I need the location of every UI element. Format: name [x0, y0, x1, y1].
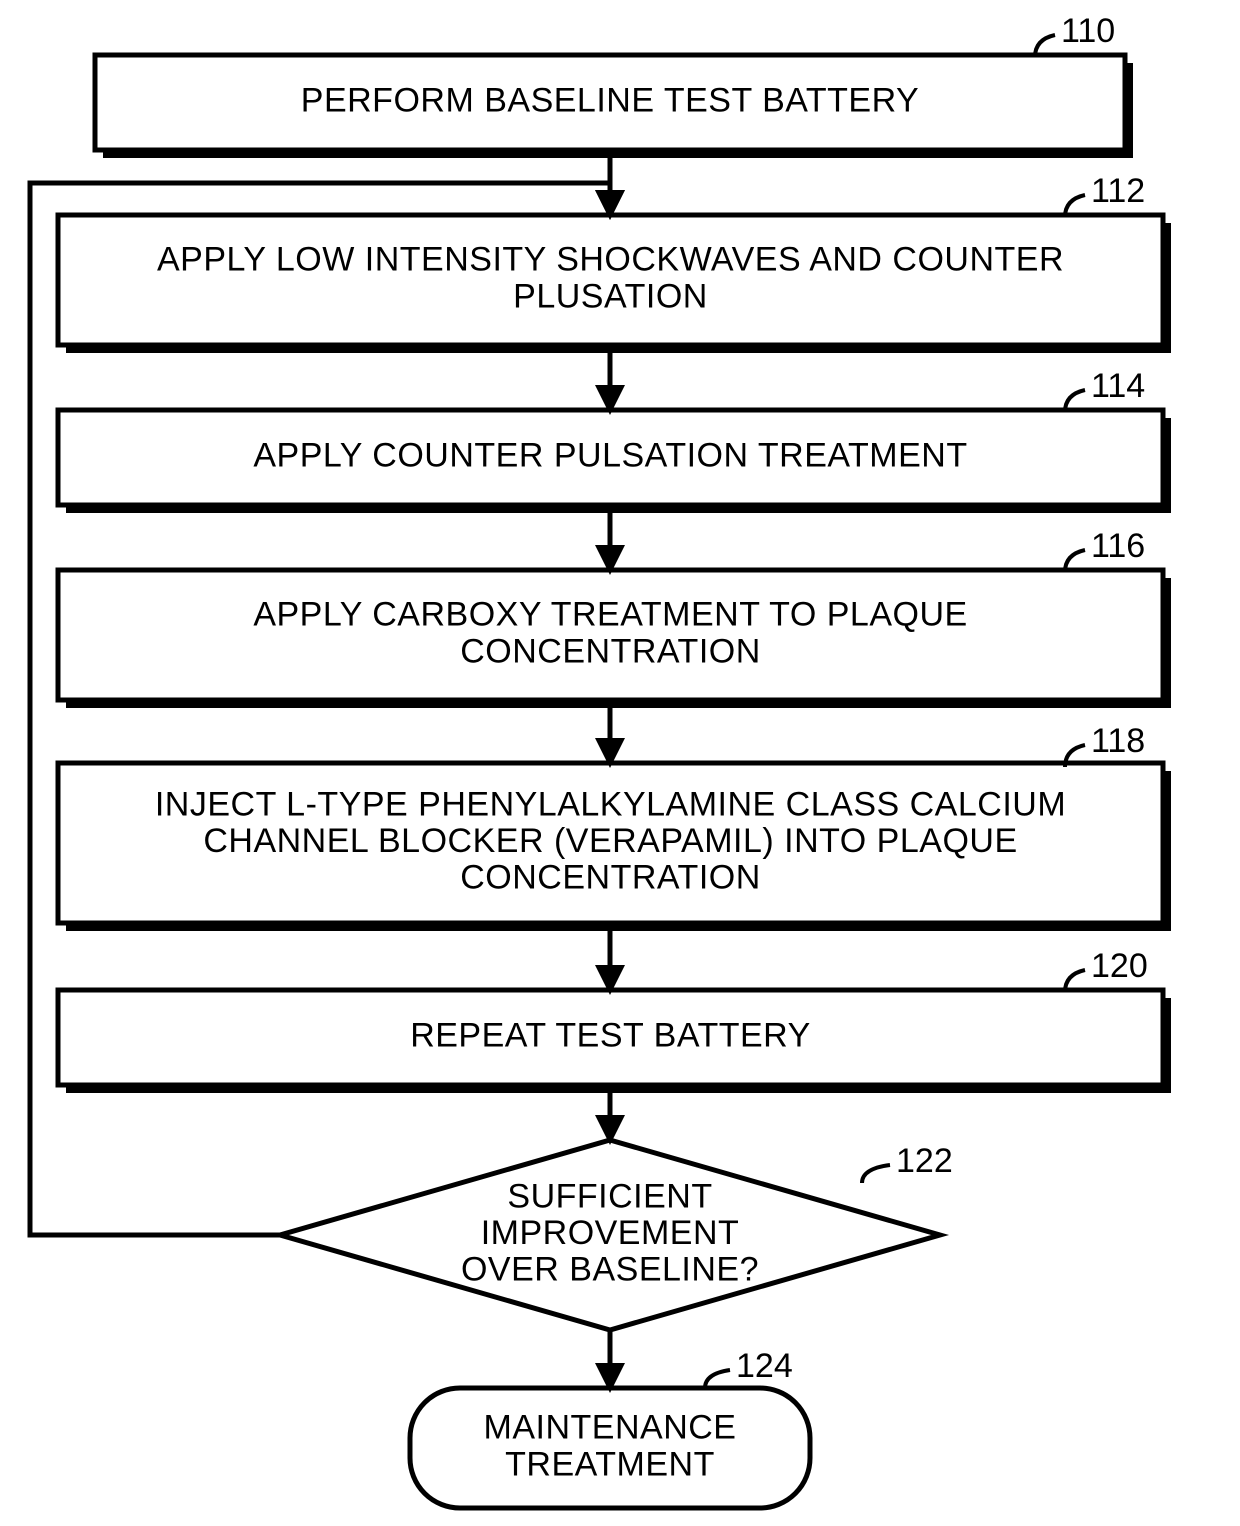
ref-label: 124: [736, 1347, 793, 1385]
process-box: APPLY CARBOXY TREATMENT TO PLAQUECONCENT…: [58, 570, 1171, 708]
node-text: PERFORM BASELINE TEST BATTERY: [301, 81, 919, 119]
ref-label: 110: [1061, 12, 1115, 50]
node-text: CONCENTRATION: [460, 859, 761, 897]
ref-label: 112: [1091, 172, 1145, 210]
process-box: PERFORM BASELINE TEST BATTERY: [95, 55, 1133, 158]
node-text: MAINTENANCE: [484, 1409, 737, 1447]
node-text: APPLY CARBOXY TREATMENT TO PLAQUE: [253, 596, 967, 634]
node-text: APPLY COUNTER PULSATION TREATMENT: [253, 436, 967, 474]
node-text: INJECT L-TYPE PHENYLALKYLAMINE CLASS CAL…: [155, 785, 1066, 823]
ref-label: 116: [1091, 527, 1145, 565]
ref-label: 120: [1091, 947, 1148, 985]
ref-leader: [705, 1370, 730, 1388]
ref-label: 114: [1091, 367, 1145, 405]
ref-leader: [862, 1165, 890, 1183]
ref-label: 118: [1091, 722, 1145, 760]
process-box: APPLY COUNTER PULSATION TREATMENT: [58, 410, 1171, 513]
terminator-box: MAINTENANCETREATMENT: [410, 1388, 810, 1508]
decision-diamond: SUFFICIENTIMPROVEMENTOVER BASELINE?: [280, 1140, 940, 1330]
ref-label: 122: [896, 1142, 953, 1180]
node-text: REPEAT TEST BATTERY: [410, 1016, 811, 1054]
node-text: OVER BASELINE?: [461, 1251, 759, 1289]
process-box: REPEAT TEST BATTERY: [58, 990, 1171, 1093]
process-box: INJECT L-TYPE PHENYLALKYLAMINE CLASS CAL…: [58, 763, 1171, 931]
node-text: CHANNEL BLOCKER (VERAPAMIL) INTO PLAQUE: [203, 822, 1017, 860]
node-text: IMPROVEMENT: [481, 1214, 740, 1252]
process-box: APPLY LOW INTENSITY SHOCKWAVES AND COUNT…: [58, 215, 1171, 353]
node-text: APPLY LOW INTENSITY SHOCKWAVES AND COUNT…: [157, 241, 1064, 279]
node-text: PLUSATION: [513, 277, 708, 315]
node-text: TREATMENT: [505, 1445, 715, 1483]
node-text: SUFFICIENT: [507, 1177, 712, 1215]
node-text: CONCENTRATION: [460, 632, 761, 670]
